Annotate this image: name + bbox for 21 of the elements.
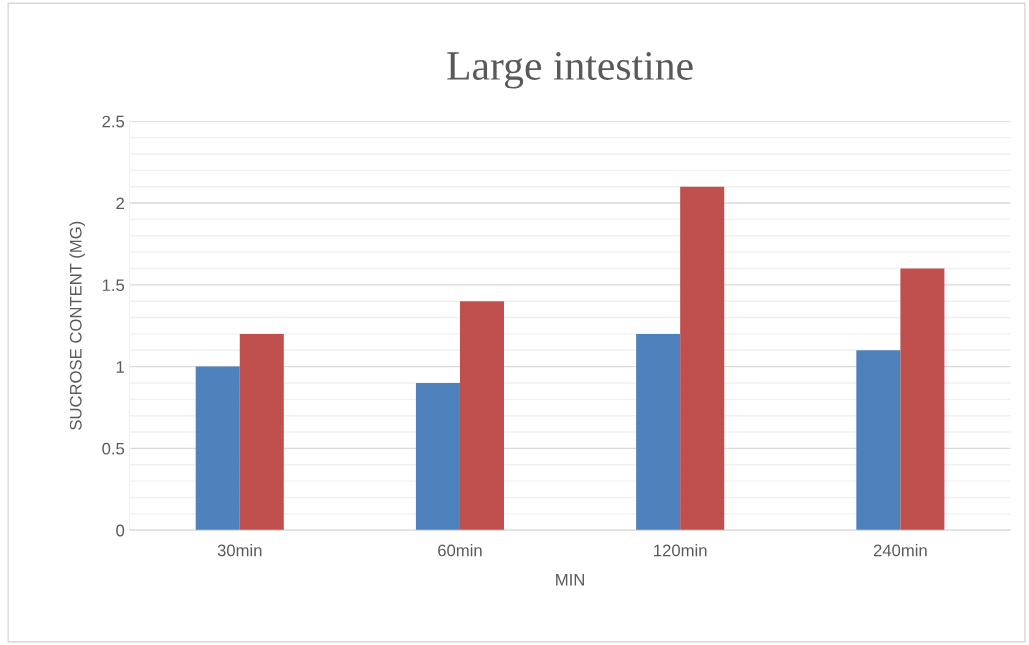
bar xyxy=(856,350,901,531)
bar xyxy=(636,333,681,531)
x-tick-label: 240min xyxy=(873,544,927,557)
y-tick-label: 0 xyxy=(116,524,125,537)
x-tick-label: 120min xyxy=(654,544,707,557)
bar xyxy=(900,268,945,531)
y-tick-label: 1 xyxy=(116,361,124,373)
chart-title: Large intestine xyxy=(447,52,693,89)
bar xyxy=(680,186,725,531)
x-tick-label: 30min xyxy=(217,544,262,557)
x-tick-label: 60min xyxy=(438,544,482,557)
bar xyxy=(195,366,240,531)
y-tick-label: 1.5 xyxy=(102,279,125,292)
bar xyxy=(415,382,460,531)
y-axis-title: SUCROSE CONTENT (MG) xyxy=(69,221,85,430)
y-tick-label: 0.5 xyxy=(102,442,125,455)
x-axis-title: MIN xyxy=(556,574,584,586)
y-tick-label: 2.5 xyxy=(102,115,125,128)
bar xyxy=(459,301,504,531)
bar xyxy=(239,333,284,531)
y-tick-label: 2 xyxy=(116,197,124,210)
